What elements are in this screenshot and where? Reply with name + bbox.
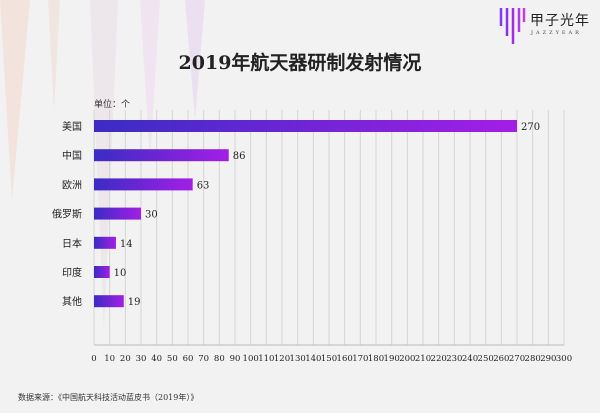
- source-note: 数据来源：《中国航天科技活动蓝皮书（2019年）》: [18, 393, 199, 402]
- x-tick-label: 60: [183, 354, 194, 364]
- x-tick-label: 70: [198, 354, 209, 364]
- bar: [94, 120, 517, 132]
- x-tick-label: 140: [305, 354, 321, 364]
- category-label: 印度: [62, 266, 82, 279]
- bar: [94, 266, 110, 278]
- x-tick-label: 160: [337, 354, 353, 364]
- value-label: 14: [120, 239, 133, 250]
- category-label: 美国: [62, 120, 82, 133]
- value-label: 10: [114, 268, 127, 279]
- bar: [94, 207, 141, 220]
- x-tick-label: 190: [384, 354, 400, 364]
- x-tick-label: 210: [415, 354, 431, 364]
- x-tick-label: 20: [120, 354, 131, 364]
- bar: [94, 178, 193, 191]
- x-tick-label: 170: [352, 354, 368, 364]
- x-tick-label: 150: [321, 354, 337, 364]
- x-tick-label: 120: [274, 354, 290, 364]
- x-tick-label: 200: [399, 354, 415, 364]
- category-label: 其他: [62, 295, 82, 308]
- unit-label: 单位：个: [94, 100, 131, 110]
- bar: [94, 236, 116, 249]
- x-tick-label: 280: [525, 354, 541, 364]
- chart-title: 2019年航天器研制发射情况: [178, 52, 422, 74]
- x-tick-label: 0: [91, 354, 96, 364]
- value-label: 63: [197, 180, 210, 191]
- x-tick-label: 250: [478, 354, 494, 364]
- x-tick-label: 130: [290, 354, 306, 364]
- x-tick-label: 230: [446, 354, 462, 364]
- logo-sub: JAZZYEAR: [531, 30, 582, 36]
- x-tick-label: 300: [556, 354, 572, 364]
- value-label: 19: [128, 297, 141, 308]
- x-tick-label: 90: [230, 354, 241, 364]
- category-label: 俄罗斯: [52, 208, 82, 221]
- x-tick-label: 30: [136, 354, 147, 364]
- x-tick-label: 290: [540, 354, 556, 364]
- x-tick-label: 10: [104, 354, 115, 364]
- logo-icon: [499, 8, 526, 44]
- x-tick-label: 50: [167, 354, 178, 364]
- bar: [94, 295, 124, 308]
- x-tick-label: 110: [258, 354, 274, 364]
- category-label: 欧洲: [62, 179, 82, 191]
- x-tick-label: 40: [151, 354, 162, 364]
- x-tick-label: 100: [243, 354, 259, 364]
- value-label: 86: [233, 151, 246, 162]
- value-label: 30: [145, 210, 158, 221]
- bar: [94, 149, 229, 162]
- x-tick-label: 240: [462, 354, 478, 364]
- x-tick-label: 270: [509, 354, 525, 364]
- category-label: 日本: [62, 237, 82, 250]
- x-tick-label: 180: [368, 354, 384, 364]
- category-label: 中国: [62, 149, 82, 162]
- x-tick-label: 80: [214, 354, 225, 364]
- logo-name: 甲子光年: [530, 13, 590, 29]
- value-label: 270: [521, 122, 540, 133]
- x-tick-label: 260: [493, 354, 509, 364]
- x-tick-label: 220: [431, 354, 447, 364]
